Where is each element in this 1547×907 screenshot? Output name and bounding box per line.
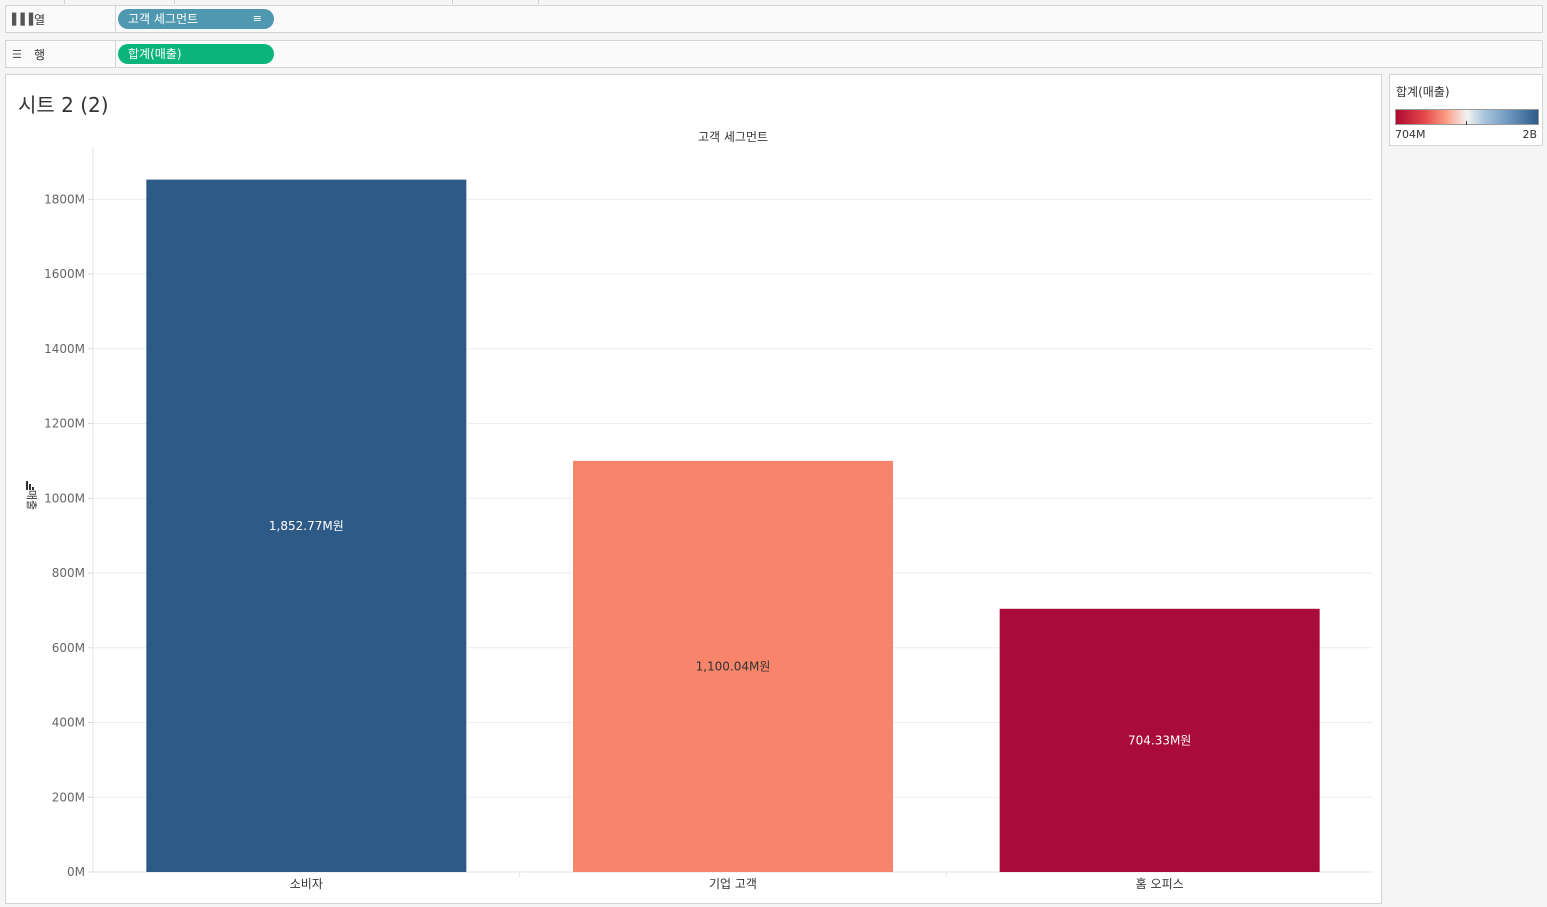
columns-shelf-label: 열 — [34, 12, 46, 27]
sales-measure-pill[interactable]: 합계(매출) — [118, 44, 274, 64]
rows-shelf-label-area: ☰ 행 — [6, 41, 116, 67]
color-ramp — [1395, 109, 1539, 125]
color-legend[interactable]: 합계(매출) 704M 2B — [1389, 74, 1543, 146]
top-tab-strip — [0, 0, 1547, 4]
tab-separator — [452, 0, 453, 4]
y-tick-label: 0M — [67, 865, 85, 879]
y-tick-label: 600M — [52, 641, 85, 655]
rows-shelf[interactable]: ☰ 행 합계(매출) — [5, 40, 1543, 68]
rows-icon: ☰ — [12, 47, 22, 61]
sales-pill-label: 합계(매출) — [128, 47, 182, 61]
bar-value-label: 1,852.77M원 — [269, 519, 344, 533]
rows-shelf-label: 행 — [34, 47, 46, 62]
column-header: 고객 세그먼트 — [698, 130, 768, 144]
y-tick-label: 1000M — [44, 491, 85, 505]
columns-shelf-label-area: ▌▌▌ 열 — [6, 6, 116, 32]
columns-icon: ▌▌▌ — [12, 12, 38, 26]
bar[interactable] — [999, 608, 1320, 872]
segment-pill-label: 고객 세그먼트 — [128, 12, 199, 26]
y-axis-title: 매출 — [25, 490, 38, 510]
bar-value-label: 1,100.04M원 — [696, 659, 771, 673]
columns-shelf[interactable]: ▌▌▌ 열 고객 세그먼트 ≡ — [5, 5, 1543, 33]
y-tick-label: 800M — [52, 566, 85, 580]
sheet-title: 시트 2 (2) — [18, 93, 109, 117]
bar-value-label: 704.33M원 — [1128, 733, 1191, 747]
segment-dimension-pill[interactable]: 고객 세그먼트 ≡ — [118, 9, 274, 29]
bar-chart-axis-icon — [26, 481, 34, 490]
bar[interactable] — [573, 460, 893, 872]
tab-separator — [174, 0, 175, 4]
legend-min-label: 704M — [1395, 128, 1426, 141]
sort-descending-icon[interactable]: ≡ — [252, 12, 262, 25]
bar-chart: 0M 200M 400M 600M 800M 1000M 1200M 1400M 1600M 18… — [25, 130, 1373, 891]
y-tick-label: 200M — [52, 790, 85, 804]
y-tick-label: 1800M — [44, 192, 85, 206]
worksheet-view: 시트 2 (2) 0M 200M 400M 600M 800M 1000M 1200M 140… — [5, 74, 1382, 904]
legend-midpoint-tick — [1466, 121, 1467, 125]
tab-separator — [64, 0, 65, 4]
y-tick-label: 400M — [52, 716, 85, 730]
tab-separator — [538, 0, 539, 4]
y-tick-label: 1200M — [44, 417, 85, 431]
x-category-label: 기업 고객 — [709, 877, 757, 891]
bar[interactable] — [146, 179, 467, 872]
legend-title: 합계(매출) — [1396, 85, 1450, 99]
y-tick-label: 1600M — [44, 267, 85, 281]
x-category-label: 소비자 — [290, 877, 323, 891]
y-tick-label: 1400M — [44, 342, 85, 356]
legend-max-label: 2B — [1522, 128, 1537, 141]
x-category-label: 홈 오피스 — [1136, 877, 1184, 891]
